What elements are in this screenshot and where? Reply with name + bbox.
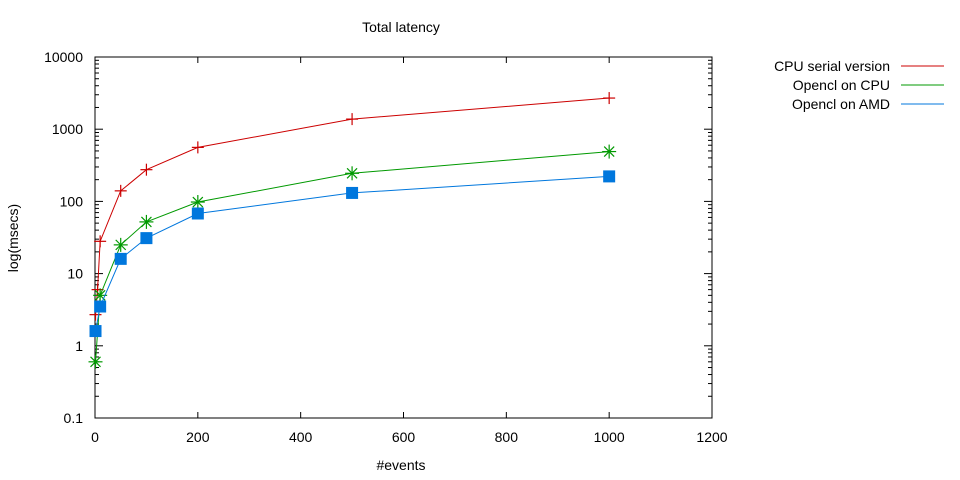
series-3 — [89, 170, 616, 338]
data-point — [345, 166, 360, 181]
y-tick-label: 10000 — [44, 49, 83, 65]
plot-border — [94, 56, 713, 419]
data-point — [346, 186, 359, 199]
data-point — [114, 184, 127, 197]
legend-label: Opencl on AMD — [792, 96, 890, 112]
data-point — [140, 232, 153, 245]
x-axis-label: #events — [376, 457, 425, 473]
y-axis-label: log(msecs) — [5, 204, 21, 272]
data-point — [91, 283, 104, 296]
data-point — [191, 207, 204, 220]
x-tick-label: 0 — [91, 429, 99, 445]
data-point — [94, 235, 107, 248]
legend-entry: Opencl on AMD — [792, 96, 944, 112]
data-point — [603, 92, 616, 105]
chart-title: Total latency — [362, 19, 440, 35]
y-tick-label: 100 — [60, 193, 84, 209]
y-tick-label: 1000 — [52, 121, 83, 137]
legend-entry: CPU serial version — [774, 58, 944, 74]
series-layer — [88, 92, 617, 369]
series-line — [95, 175, 610, 332]
data-point — [89, 325, 102, 338]
data-point — [190, 195, 205, 210]
series-2 — [88, 144, 617, 369]
x-tick-label: 800 — [495, 429, 519, 445]
data-point — [113, 237, 128, 252]
data-point — [140, 163, 153, 176]
x-tick-label: 200 — [186, 429, 210, 445]
series-line — [95, 151, 610, 362]
plot-area — [94, 56, 713, 419]
data-point — [94, 300, 107, 313]
data-point — [602, 144, 617, 159]
x-tick-label: 400 — [289, 429, 313, 445]
y-tick-label: 0.1 — [64, 410, 84, 426]
legend-label: CPU serial version — [774, 58, 890, 74]
x-tick-label: 1000 — [594, 429, 625, 445]
series-line — [95, 97, 610, 315]
y-tick-label: 1 — [75, 338, 83, 354]
data-point — [139, 214, 154, 229]
series-1 — [89, 92, 616, 321]
data-point — [114, 252, 127, 265]
legend-label: Opencl on CPU — [793, 77, 890, 93]
x-tick-label: 1200 — [696, 429, 727, 445]
legend: CPU serial version Opencl on CPU Opencl on… — [774, 58, 944, 112]
x-tick-label: 600 — [392, 429, 416, 445]
x-axis: 0 200 400 600 800 1000 1200 — [91, 57, 728, 445]
y-axis: 0.1 1 10 100 1000 10000 — [44, 49, 712, 426]
data-point — [346, 113, 359, 126]
y-tick-label: 10 — [67, 266, 83, 282]
data-point — [603, 170, 616, 183]
legend-entry: Opencl on CPU — [793, 77, 944, 93]
data-point — [88, 354, 103, 369]
data-point — [191, 141, 204, 154]
